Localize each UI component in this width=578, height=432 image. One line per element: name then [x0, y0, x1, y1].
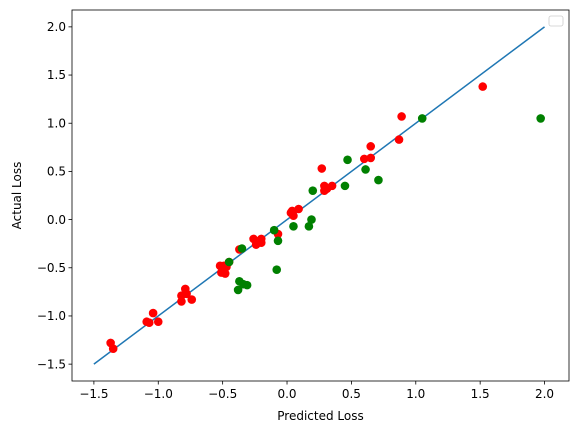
- data-point: [108, 344, 118, 354]
- data-point: [366, 142, 376, 151]
- y-tick-label: −1.5: [37, 357, 66, 371]
- x-tick-label: 1.0: [406, 387, 425, 401]
- data-point: [327, 181, 337, 191]
- data-point: [417, 114, 427, 123]
- plot-frame: [71, 9, 570, 382]
- x-tick-label: 2.0: [535, 387, 554, 401]
- data-point: [153, 317, 163, 327]
- x-tick-label: −1.0: [144, 387, 173, 401]
- y-tick-label: −0.5: [37, 261, 66, 275]
- x-tick-label: −1.5: [79, 387, 108, 401]
- y-tick-label: 1.0: [47, 116, 66, 130]
- y-ticks: −1.5 −1.0 −0.5 0.0 0.5 1.0 1.5 2.0: [37, 20, 72, 371]
- data-point: [233, 285, 243, 295]
- x-tick-label: 0.5: [342, 387, 361, 401]
- y-axis-label: Actual Loss: [10, 162, 24, 230]
- data-point: [304, 222, 314, 231]
- data-point: [397, 112, 406, 121]
- data-point: [224, 257, 234, 267]
- reference-line: [93, 26, 545, 365]
- data-point: [272, 265, 282, 275]
- x-tick-label: 0.0: [277, 387, 296, 401]
- data-point: [308, 186, 318, 195]
- data-point: [536, 114, 545, 123]
- y-tick-label: 1.5: [47, 68, 66, 82]
- data-point: [289, 222, 298, 231]
- data-point: [359, 154, 369, 164]
- y-tick-label: 0.5: [47, 165, 66, 179]
- data-point: [237, 244, 247, 253]
- data-point: [340, 181, 350, 191]
- x-tick-label: 1.5: [471, 387, 490, 401]
- y-tick-label: 0.0: [47, 213, 66, 227]
- data-point: [361, 165, 370, 174]
- reference-line-layer: [93, 26, 545, 365]
- data-point: [187, 295, 197, 304]
- legend-box: [548, 15, 564, 27]
- data-point: [144, 318, 154, 328]
- data-point: [269, 225, 279, 235]
- data-point: [307, 215, 316, 224]
- data-point: [220, 269, 230, 278]
- data-point: [273, 236, 283, 246]
- data-point: [256, 234, 266, 244]
- data-point: [478, 82, 488, 91]
- data-point: [294, 204, 303, 214]
- y-tick-label: −1.0: [37, 309, 66, 323]
- x-ticks: −1.5 −1.0 −0.5 0.0 0.5 1.0 1.5 2.0: [79, 381, 554, 401]
- data-point: [242, 280, 252, 290]
- data-point: [394, 135, 404, 144]
- x-tick-label: −0.5: [208, 387, 237, 401]
- data-point: [317, 164, 327, 173]
- data-point: [366, 153, 376, 163]
- data-point: [148, 308, 158, 318]
- data-point: [374, 175, 383, 185]
- x-axis-label: Predicted Loss: [277, 409, 363, 423]
- data-point: [343, 155, 352, 165]
- data-point: [289, 211, 298, 221]
- data-point: [182, 289, 191, 299]
- y-tick-label: 2.0: [47, 20, 66, 34]
- points-layer: [106, 82, 545, 354]
